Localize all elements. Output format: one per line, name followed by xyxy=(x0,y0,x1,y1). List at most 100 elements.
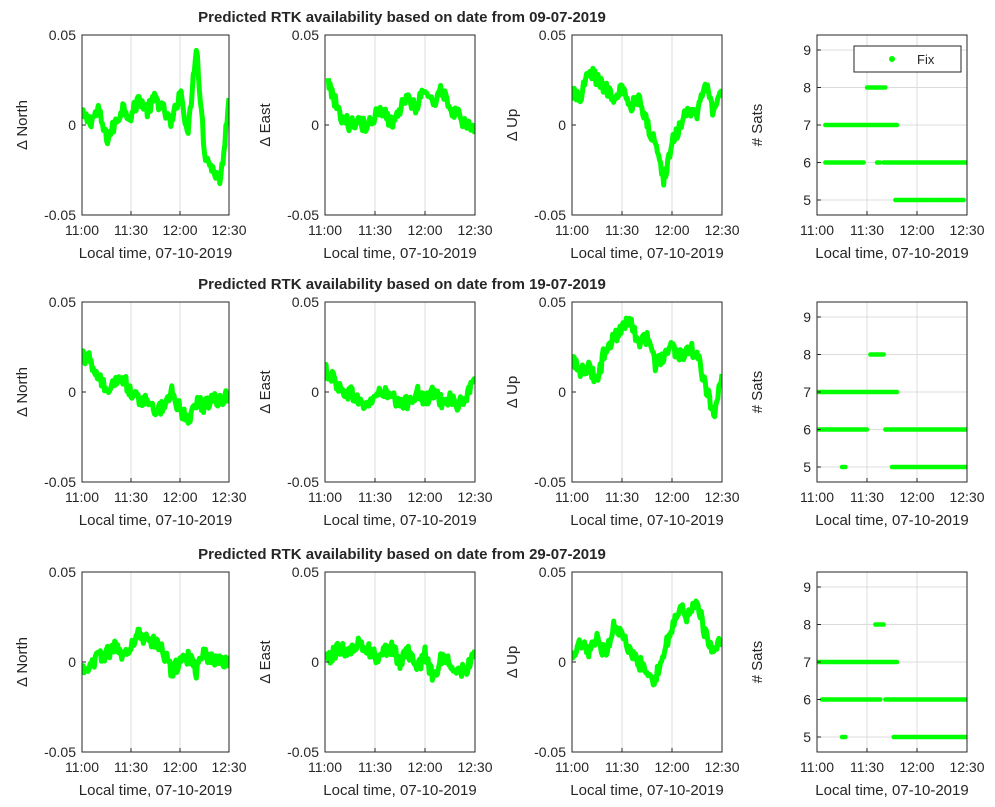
x-tick-label: 11:30 xyxy=(114,759,148,775)
y-axis-label: Δ Up xyxy=(504,376,521,409)
y-tick-label: -0.05 xyxy=(287,207,319,223)
y-tick-label: -0.05 xyxy=(287,474,319,490)
y-tick-label: 0 xyxy=(558,654,566,670)
x-tick-label: 12:00 xyxy=(899,759,934,775)
x-axis-label: Local time, 07-10-2019 xyxy=(323,512,476,529)
x-axis-label: Local time, 07-10-2019 xyxy=(323,782,476,799)
x-tick-label: 11:00 xyxy=(800,222,834,238)
x-tick-label: 11:30 xyxy=(605,759,639,775)
x-tick-label: 11:30 xyxy=(850,489,884,505)
x-tick-label: 12:30 xyxy=(704,759,739,775)
x-axis-label: Local time, 07-10-2019 xyxy=(570,245,723,262)
y-tick-label: -0.05 xyxy=(44,474,76,490)
series-line xyxy=(572,315,722,420)
legend: Fix xyxy=(853,45,962,73)
x-axis-label: Local time, 07-10-2019 xyxy=(79,782,232,799)
x-tick-label: 11:30 xyxy=(358,222,392,238)
x-axis-label: Local time, 07-10-2019 xyxy=(79,245,232,262)
y-axis-label: Δ Up xyxy=(504,109,521,142)
y-tick-label: 6 xyxy=(803,155,811,171)
x-tick-label: 12:30 xyxy=(457,222,492,238)
y-axis-label: Δ North xyxy=(14,637,31,687)
x-tick-label: 11:00 xyxy=(555,222,589,238)
y-tick-label: -0.05 xyxy=(534,207,566,223)
y-tick-label: 0 xyxy=(558,384,566,400)
y-tick-label: 0.05 xyxy=(49,564,76,580)
x-tick-label: 11:30 xyxy=(114,222,148,238)
x-axis-label: Local time, 07-10-2019 xyxy=(815,782,968,799)
y-axis-label: Δ East xyxy=(257,102,274,146)
x-tick-label: 11:30 xyxy=(850,759,884,775)
x-axis-label: Local time, 07-10-2019 xyxy=(815,245,968,262)
y-tick-label: 8 xyxy=(803,617,811,633)
x-tick-label: 12:00 xyxy=(162,489,197,505)
series-line xyxy=(572,65,722,188)
y-axis-label: # Sats xyxy=(749,641,766,684)
row-title: Predicted RTK availability based on date… xyxy=(198,546,606,563)
y-tick-label: 7 xyxy=(803,384,811,400)
y-tick-label: -0.05 xyxy=(534,474,566,490)
y-axis-label: Δ East xyxy=(257,369,274,413)
y-tick-label: 6 xyxy=(803,422,811,438)
x-tick-label: 12:30 xyxy=(457,759,492,775)
legend-marker xyxy=(889,56,895,62)
x-tick-label: 12:30 xyxy=(211,489,246,505)
y-tick-label: 0 xyxy=(558,117,566,133)
x-tick-label: 11:30 xyxy=(358,489,392,505)
y-tick-label: 9 xyxy=(803,579,811,595)
series-line xyxy=(325,635,475,683)
y-tick-label: 0.05 xyxy=(539,564,566,580)
x-tick-label: 11:30 xyxy=(114,489,148,505)
x-axis-label: Local time, 07-10-2019 xyxy=(323,245,476,262)
x-tick-label: 12:00 xyxy=(407,222,442,238)
x-tick-label: 12:00 xyxy=(162,222,197,238)
x-tick-label: 12:00 xyxy=(654,489,689,505)
x-tick-label: 12:00 xyxy=(899,489,934,505)
legend-label: Fix xyxy=(917,52,935,67)
x-tick-label: 11:00 xyxy=(555,489,589,505)
series-line xyxy=(82,47,229,187)
y-axis-label: # Sats xyxy=(749,371,766,414)
x-tick-label: 11:00 xyxy=(65,489,99,505)
x-tick-label: 12:30 xyxy=(949,489,984,505)
y-tick-label: -0.05 xyxy=(44,207,76,223)
y-axis-label: # Sats xyxy=(749,104,766,147)
x-tick-label: 12:00 xyxy=(407,489,442,505)
y-tick-label: 0.05 xyxy=(292,294,319,310)
x-tick-label: 12:00 xyxy=(654,759,689,775)
y-axis-label: Δ North xyxy=(14,367,31,417)
y-tick-label: 0 xyxy=(311,117,319,133)
series-line xyxy=(325,78,475,135)
x-tick-label: 12:00 xyxy=(899,222,934,238)
y-tick-label: 0.05 xyxy=(49,294,76,310)
y-tick-label: 7 xyxy=(803,654,811,670)
x-tick-label: 11:30 xyxy=(605,222,639,238)
y-tick-label: 9 xyxy=(803,42,811,58)
subplot-1-4: 9 8 7 6 5 11:00 11:30 12:00 12:30 Local time, 07-… xyxy=(749,34,985,262)
series-line xyxy=(82,626,229,681)
row-title: Predicted RTK availability based on date… xyxy=(198,276,606,293)
x-tick-label: 11:00 xyxy=(555,759,589,775)
y-tick-label: 0 xyxy=(68,384,76,400)
x-tick-label: 11:00 xyxy=(308,222,342,238)
y-tick-label: 5 xyxy=(803,729,811,745)
series-line xyxy=(572,598,722,688)
y-axis-label: Δ North xyxy=(14,100,31,150)
y-tick-label: -0.05 xyxy=(534,744,566,760)
y-tick-label: -0.05 xyxy=(44,744,76,760)
x-tick-label: 12:00 xyxy=(407,759,442,775)
x-axis-label: Local time, 07-10-2019 xyxy=(570,512,723,529)
y-tick-label: 0.05 xyxy=(292,27,319,43)
x-tick-label: 11:30 xyxy=(605,489,639,505)
x-tick-label: 12:30 xyxy=(211,222,246,238)
x-tick-label: 11:30 xyxy=(358,759,392,775)
x-tick-label: 11:00 xyxy=(308,759,342,775)
y-axis-label: Δ Up xyxy=(504,646,521,679)
